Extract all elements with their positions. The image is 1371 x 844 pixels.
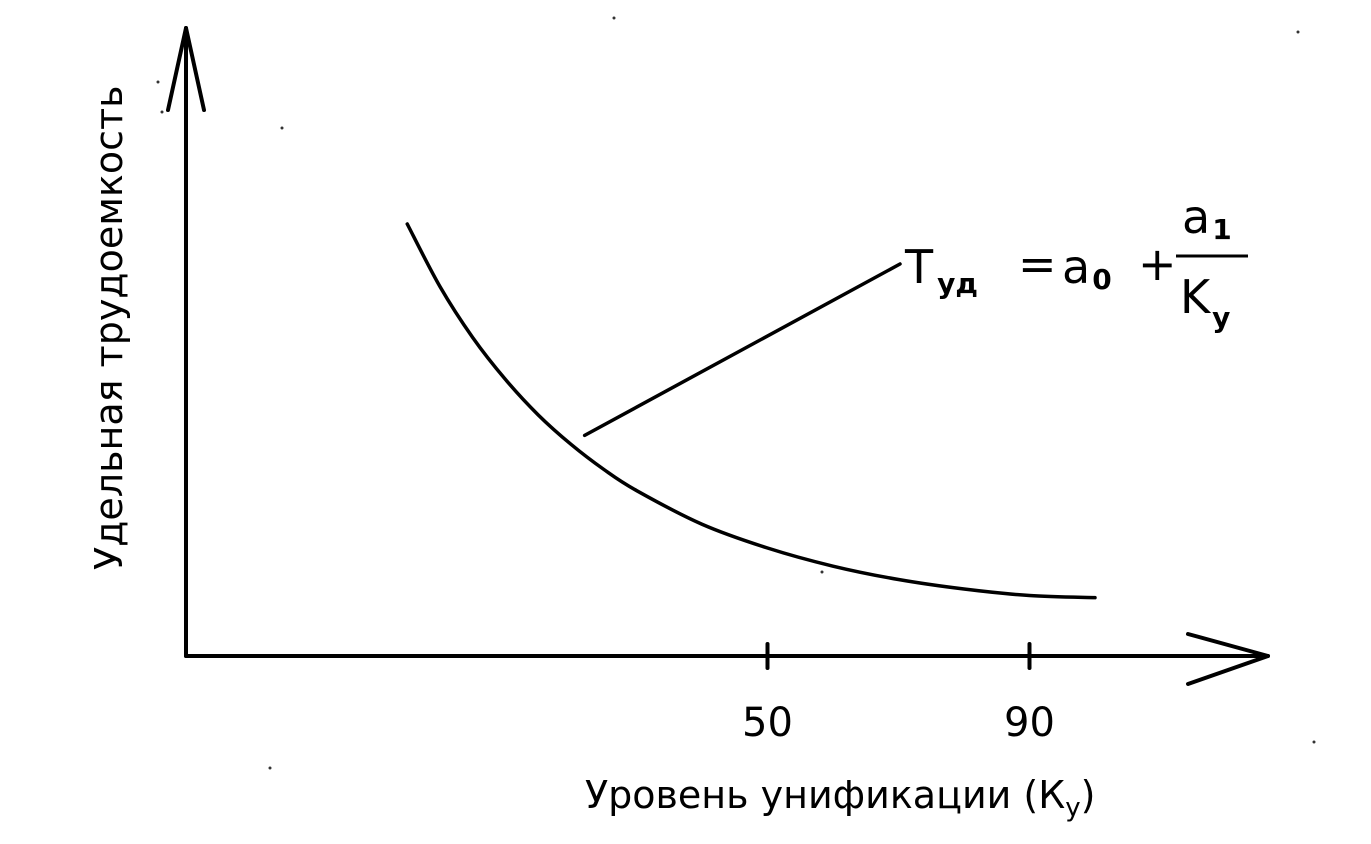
formula-plus: + <box>1138 237 1177 291</box>
x-ticks: 50 90 <box>742 642 1055 746</box>
scan-specks <box>156 16 1316 770</box>
formula-equals: = <box>1018 237 1057 291</box>
x-axis-arrowhead <box>1186 632 1270 686</box>
y-axis-arrowhead <box>166 26 206 112</box>
formula-a0: a0 <box>1062 240 1112 296</box>
x-tick-label: 50 <box>742 700 793 746</box>
formula-denominator: Kу <box>1180 270 1230 334</box>
y-axis-label: Удельная трудоемкость <box>87 86 131 571</box>
x-axis-label: Уровень унификации (Ку) <box>585 773 1095 823</box>
formula-numerator: a1 <box>1182 190 1232 246</box>
x-tick-label: 90 <box>1004 700 1055 746</box>
series-curve <box>405 222 1097 600</box>
annotation-leader-line <box>582 262 902 438</box>
axes <box>166 26 1270 686</box>
